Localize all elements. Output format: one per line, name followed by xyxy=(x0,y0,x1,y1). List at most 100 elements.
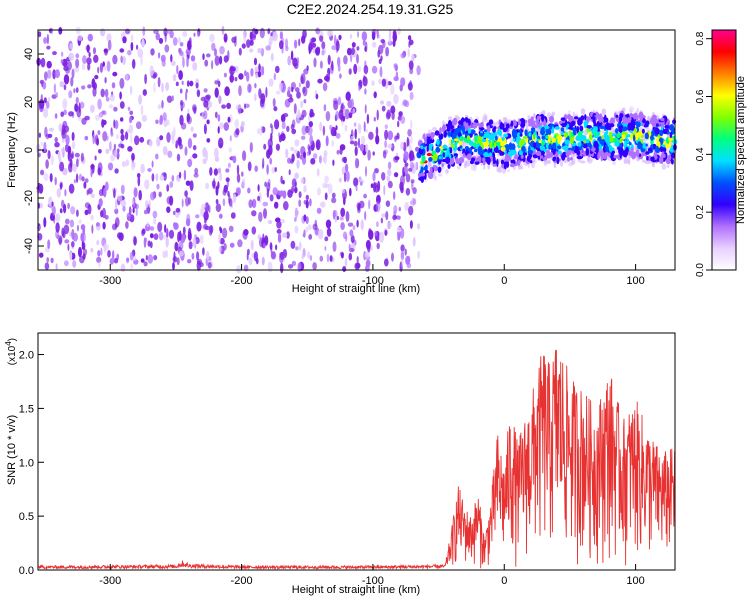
spectrogram-noise-cell xyxy=(194,167,199,175)
spectrogram-signal-cell xyxy=(468,140,474,146)
spectrogram-noise-cell xyxy=(364,46,367,52)
spectrogram-noise-cell xyxy=(102,131,108,142)
spectrogram-signal-cell xyxy=(541,114,545,122)
spectrogram-noise-cell xyxy=(209,167,213,176)
spectrogram-noise-cell xyxy=(326,253,330,263)
spectrogram-signal-cell xyxy=(442,152,446,158)
spectrogram-signal-cell xyxy=(548,137,551,144)
spectrogram-signal-cell xyxy=(610,153,615,162)
spectrogram-signal-cell xyxy=(443,129,448,138)
spectrogram-noise-cell xyxy=(397,27,401,36)
spectrogram-noise-cell xyxy=(400,141,404,150)
spectrogram-noise-cell xyxy=(349,140,355,145)
spectrogram-signal-cell xyxy=(645,151,650,155)
spectrogram-noise-cell xyxy=(409,161,415,170)
spectrogram-noise-cell xyxy=(393,63,398,69)
spectrogram-noise-cell xyxy=(275,90,281,95)
spectrogram-noise-cell xyxy=(47,69,52,79)
spectrogram-noise-cell xyxy=(345,163,349,173)
spectrogram-halo-cell xyxy=(428,161,432,166)
spectrogram-noise-cell xyxy=(338,177,342,183)
spectrogram-noise-cell xyxy=(310,158,316,165)
spectrogram-noise-cell xyxy=(300,135,306,140)
spectrogram-noise-cell xyxy=(62,98,68,110)
spectrogram-noise-cell xyxy=(384,229,388,236)
spectrogram-noise-cell xyxy=(294,225,299,234)
spectrogram-signal-cell xyxy=(624,139,627,147)
spectrogram-noise-cell xyxy=(255,72,259,79)
spectrogram-noise-cell xyxy=(171,135,175,145)
spectrogram-signal-cell xyxy=(422,133,426,140)
spectrogram-signal-cell xyxy=(633,113,637,120)
spectrogram-noise-cell xyxy=(63,224,70,235)
spectrogram-noise-cell xyxy=(107,250,111,258)
spectrogram-noise-cell xyxy=(214,55,220,66)
spectrogram-noise-cell xyxy=(255,257,259,265)
spectrogram-signal-cell xyxy=(637,141,642,150)
spectrogram-noise-cell xyxy=(319,255,324,262)
spectrogram-noise-cell xyxy=(67,202,70,210)
spectrogram-noise-cell xyxy=(367,245,371,253)
spectrogram-noise-cell xyxy=(251,198,257,209)
spectrogram-noise-cell xyxy=(153,233,159,241)
spectrogram-noise-cell xyxy=(114,222,118,229)
snr-y-axis-label: SNR (10 * v/v) xyxy=(6,415,18,485)
spectrogram-noise-cell xyxy=(378,58,382,65)
spectrogram-noise-cell xyxy=(129,251,134,261)
spectrogram-noise-cell xyxy=(410,119,413,130)
spectrogram-signal-cell xyxy=(468,118,471,126)
spectrogram-marks xyxy=(35,25,678,274)
spectrogram-noise-cell xyxy=(371,41,377,48)
spectrogram-signal-cell xyxy=(466,153,472,161)
spectrogram-noise-cell xyxy=(382,39,386,49)
spectrogram-noise-cell xyxy=(73,88,76,94)
spectrogram-noise-cell xyxy=(323,150,328,157)
spectrogram-signal-cell xyxy=(459,135,464,142)
spectrogram-signal-cell xyxy=(518,139,524,148)
spectrogram-noise-cell xyxy=(334,216,337,223)
spectrogram-noise-cell xyxy=(228,198,233,207)
spectrogram-signal-cell xyxy=(600,118,604,123)
spectrogram-noise-cell xyxy=(379,66,383,78)
spectrogram-noise-cell xyxy=(396,226,402,233)
spectrogram-noise-cell xyxy=(219,55,223,65)
spectrogram-signal-cell xyxy=(426,145,429,152)
spectrogram-noise-cell xyxy=(370,183,374,188)
spectrogram-noise-cell xyxy=(295,87,300,93)
spectrogram-noise-cell xyxy=(203,123,207,135)
spectrogram-noise-cell xyxy=(325,135,329,147)
spectrogram-signal-cell xyxy=(464,146,469,150)
spectrogram-noise-cell xyxy=(219,45,225,55)
spectrogram-noise-cell xyxy=(364,211,367,221)
spectrogram-signal-cell xyxy=(635,114,639,121)
spectrogram-noise-cell xyxy=(302,233,306,238)
spectrogram-noise-cell xyxy=(254,93,257,102)
spectrogram-noise-cell xyxy=(343,197,346,206)
spectrogram-noise-cell xyxy=(59,81,65,88)
spectrogram-noise-cell xyxy=(354,262,360,270)
spectrogram-signal-cell xyxy=(417,172,421,178)
snr-y-ticks: 0.0 0.5 1.0 1.5 2.0 xyxy=(19,350,44,577)
spectrogram-signal-cell xyxy=(633,128,638,133)
spectrogram-noise-cell xyxy=(207,262,212,269)
colorbar-label: Normalized spectral amplitude xyxy=(735,76,747,224)
spectrogram-signal-cell xyxy=(628,142,632,146)
spectrogram-noise-cell xyxy=(153,29,159,35)
spectrogram-noise-cell xyxy=(38,98,45,110)
spectrogram-noise-cell xyxy=(417,223,421,230)
spectrogram-noise-cell xyxy=(125,221,129,229)
spectrogram-signal-cell xyxy=(517,159,521,167)
spectrogram-noise-cell xyxy=(213,147,219,159)
spectrogram-noise-cell xyxy=(87,204,92,215)
spectrogram-noise-cell xyxy=(114,208,119,215)
spectrogram-noise-cell xyxy=(317,78,323,84)
spectrogram-noise-cell xyxy=(294,207,298,219)
spectrogram-noise-cell xyxy=(129,110,134,116)
spectrogram-noise-cell xyxy=(305,226,309,233)
spectrogram-noise-cell xyxy=(196,89,201,98)
spectrogram-signal-cell xyxy=(615,127,619,134)
spectrogram-halo-cell xyxy=(627,158,631,165)
spectrogram-noise-cell xyxy=(363,121,366,132)
spectrogram-noise-cell xyxy=(416,65,421,76)
